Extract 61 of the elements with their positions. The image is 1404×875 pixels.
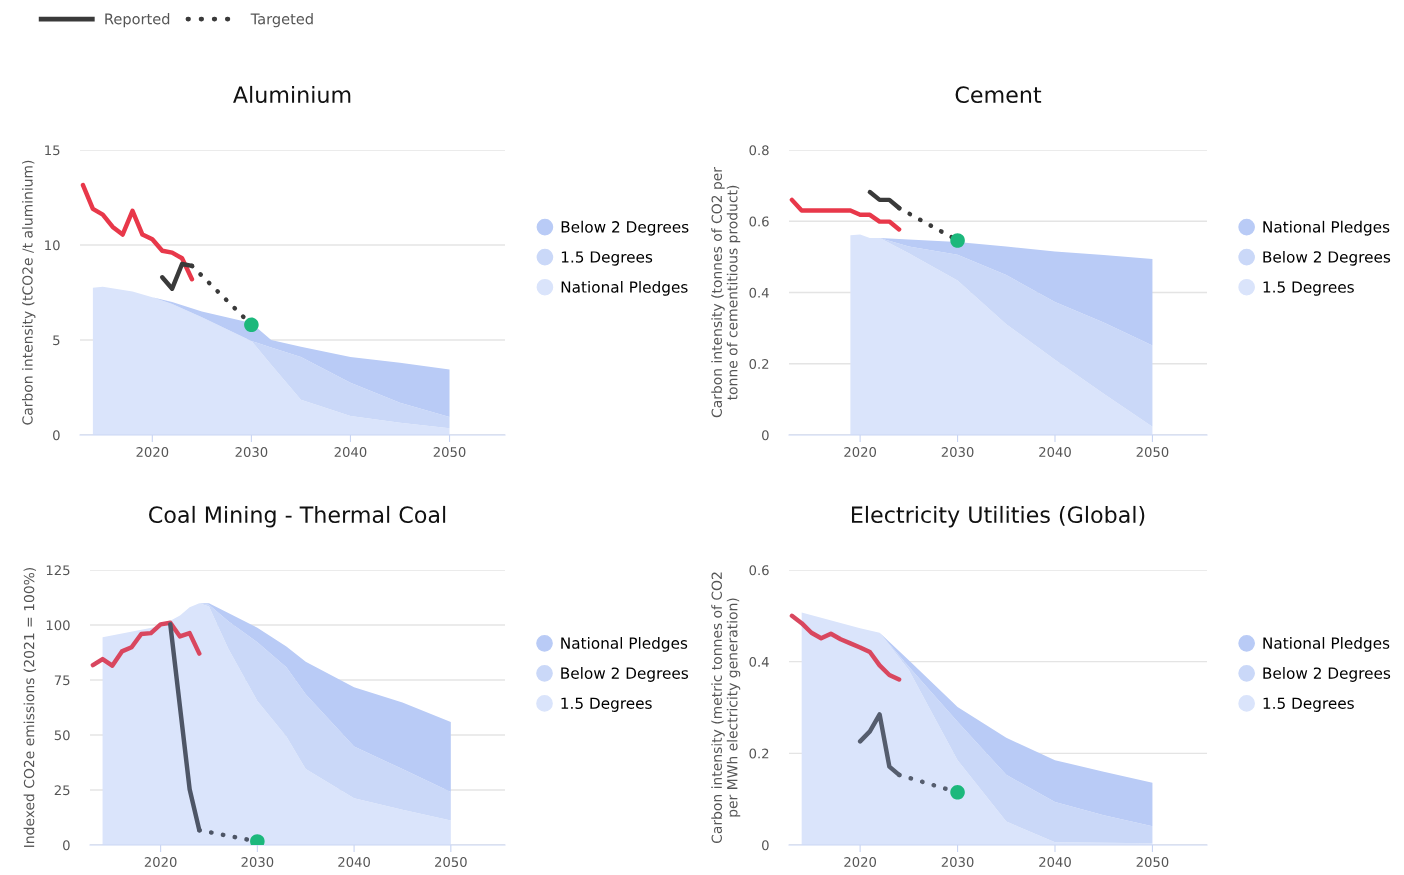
legend-label: Below 2 Degrees — [1263, 667, 1391, 682]
legend-label: National Pledges — [1263, 637, 1390, 652]
y-tick-label: 0 — [762, 430, 769, 441]
y-tick-label: 0 — [63, 840, 70, 851]
legend-label: Targeted — [250, 13, 313, 28]
legend-label: Below 2 Degrees — [561, 667, 689, 682]
legend-label: National Pledges — [561, 280, 688, 296]
y-tick-label: 0.2 — [749, 358, 769, 369]
x-tick-label: 2040 — [1039, 857, 1071, 868]
y-axis-title: Carbon intensity (tCO2e /t aluminium) — [21, 160, 36, 425]
x-tick-label: 2020 — [844, 447, 877, 458]
y-axis-title: Carbon intensity (tonnes of CO2 per tonne of cementitious product) — [711, 167, 741, 418]
legend-label: 1.5 Degrees — [561, 251, 653, 266]
legend-label: 1.5 Degrees — [1263, 281, 1354, 296]
line-series — [789, 197, 902, 232]
x-tick-label: 2040 — [1039, 447, 1071, 458]
x-tick-label: 2050 — [1136, 447, 1169, 458]
line-series — [90, 620, 202, 668]
x-tick-label: 2050 — [1136, 857, 1169, 868]
y-tick-label: 0 — [53, 430, 60, 441]
legend-label: National Pledges — [1263, 220, 1390, 236]
legend-label: 1.5 Degrees — [1263, 697, 1354, 712]
chart-title: Coal Mining - Thermal Coal — [149, 505, 446, 528]
y-tick-label: 100 — [46, 620, 70, 631]
x-tick-label: 2030 — [235, 447, 268, 458]
y-tick-label: 125 — [46, 565, 70, 576]
legend-label: Below 2 Degrees — [561, 220, 689, 236]
legend-label: 1.5 Degrees — [561, 697, 652, 712]
y-tick-label: 75 — [54, 675, 70, 686]
chart-title: Electricity Utilities (Global) — [851, 505, 1145, 528]
x-tick-label: 2050 — [435, 857, 467, 868]
y-tick-label: 0.4 — [749, 656, 769, 667]
y-tick-label: 0.4 — [749, 287, 769, 298]
y-axis-title: Carbon intensity (metric tonnes of CO2 per MWh electricity generation) — [711, 572, 741, 844]
y-tick-label: 0.8 — [749, 145, 769, 156]
x-tick-label: 2050 — [433, 447, 466, 458]
y-tick-label: 0.2 — [749, 748, 769, 759]
legend-label: National Pledges — [561, 637, 688, 652]
chart-title: Cement — [955, 86, 1042, 104]
y-tick-label: 5 — [53, 335, 60, 346]
line-series — [789, 613, 902, 682]
x-tick-label: 2020 — [844, 857, 877, 868]
x-tick-label: 2030 — [241, 857, 274, 868]
x-tick-label: 2040 — [334, 447, 367, 458]
y-tick-label: 0.6 — [749, 216, 769, 227]
y-axis-title: Indexed CO2e emissions (2021 = 100%) — [23, 567, 36, 847]
y-tick-label: 25 — [54, 785, 70, 796]
legend-label: Reported — [105, 13, 170, 28]
y-tick-label: 50 — [54, 730, 70, 741]
x-tick-label: 2040 — [338, 857, 370, 868]
y-tick-label: 0.6 — [749, 565, 769, 576]
line-series — [80, 182, 195, 282]
x-tick-label: 2030 — [941, 857, 974, 868]
chart-title: Aluminium — [233, 85, 351, 104]
x-tick-label: 2020 — [144, 857, 177, 868]
y-tick-label: 15 — [45, 145, 60, 156]
legend-label: Below 2 Degrees — [1263, 250, 1391, 266]
y-tick-label: 0 — [762, 840, 769, 851]
x-tick-label: 2030 — [941, 447, 974, 458]
y-tick-label: 10 — [45, 240, 60, 251]
x-tick-label: 2020 — [136, 447, 169, 458]
